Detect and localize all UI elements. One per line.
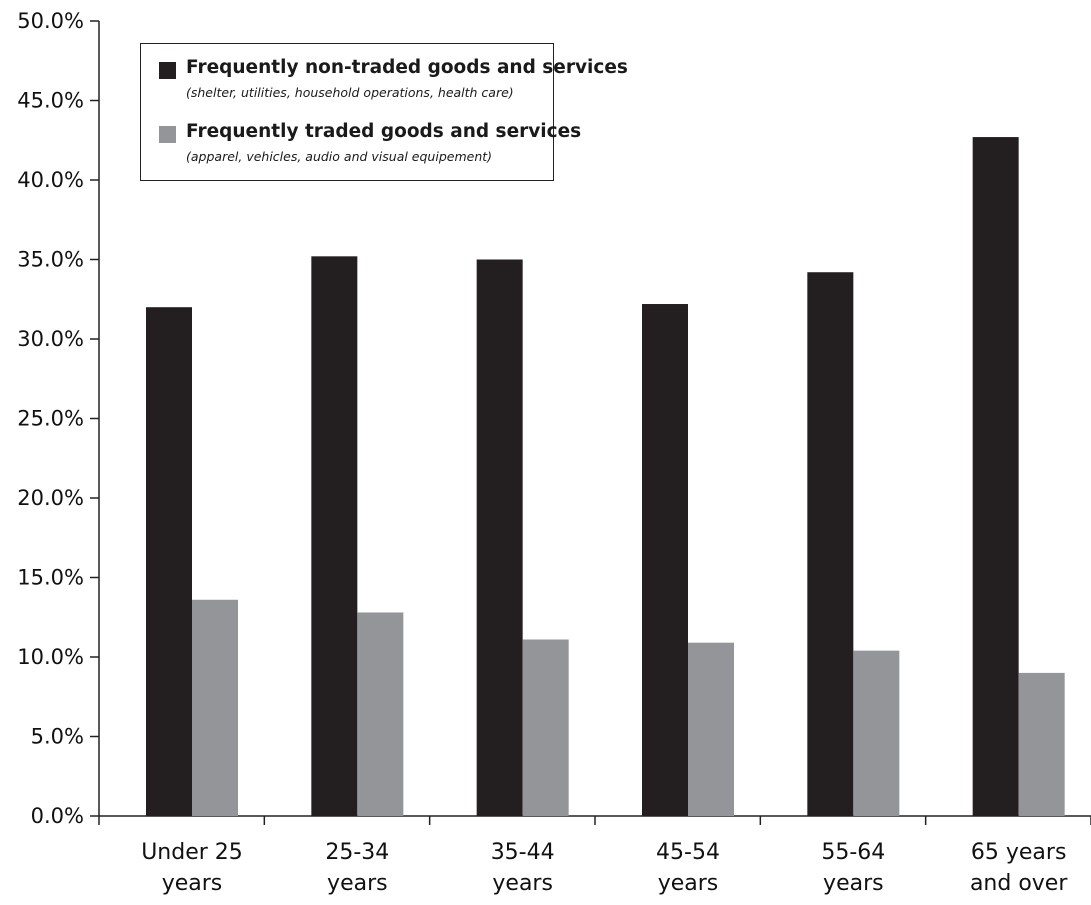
legend-description-non-traded: (shelter, utilities, household operation… xyxy=(186,85,514,100)
bar-traded-4 xyxy=(853,650,900,816)
y-tick-label: 5.0% xyxy=(31,725,84,749)
x-category-label: 35-44 years xyxy=(491,840,555,896)
y-axis: 0.0% 5.0% 10.0% 15.0% 20.0% 25.0% 30.0% 35.0% 40… xyxy=(17,9,100,828)
bar-traded-3 xyxy=(688,642,734,816)
bars xyxy=(146,137,1065,817)
y-tick-label: 25.0% xyxy=(17,407,84,431)
x-category-label: 25-34 years xyxy=(325,840,389,896)
legend-description-traded: (apparel, vehicles, audio and visual equ… xyxy=(186,149,493,164)
x-category-label: 65 years and over xyxy=(970,840,1068,896)
legend-swatch-non-traded xyxy=(159,62,176,79)
x-category-label: Under 25 years xyxy=(141,840,243,896)
y-tick-label: 35.0% xyxy=(17,248,84,272)
bar-traded-5 xyxy=(1018,672,1065,816)
y-tick-label: 30.0% xyxy=(17,327,84,351)
y-tick-label: 40.0% xyxy=(17,168,84,192)
y-tick-label: 0.0% xyxy=(31,804,84,828)
legend-swatch-traded xyxy=(159,126,176,143)
x-axis xyxy=(98,815,1091,825)
bar-traded-1 xyxy=(357,612,404,816)
bar-non-traded-0 xyxy=(146,307,192,816)
y-tick-label: 45.0% xyxy=(17,89,84,113)
x-category-label: 55-64 years xyxy=(821,840,885,896)
y-tick-label: 15.0% xyxy=(17,566,84,590)
bar-non-traded-4 xyxy=(807,272,854,817)
y-tick-label: 50.0% xyxy=(17,9,84,33)
bar-non-traded-2 xyxy=(476,259,523,816)
y-tick-label: 20.0% xyxy=(17,486,84,510)
bar-non-traded-3 xyxy=(642,304,688,816)
legend-label-traded: Frequently traded goods and services xyxy=(186,121,582,142)
bar-non-traded-1 xyxy=(311,256,358,816)
x-category-label: 45-54 years xyxy=(656,840,720,896)
y-tick-label: 10.0% xyxy=(17,645,84,669)
bar-traded-0 xyxy=(192,599,238,816)
legend: Frequently non-traded goods and services… xyxy=(140,43,628,181)
bar-traded-2 xyxy=(522,639,569,816)
legend-label-non-traded: Frequently non-traded goods and services xyxy=(186,57,628,78)
category-labels: Under 25 years 25-34 years 35-44 years 45-54 ye… xyxy=(141,840,1068,896)
bar-non-traded-5 xyxy=(972,137,1019,816)
